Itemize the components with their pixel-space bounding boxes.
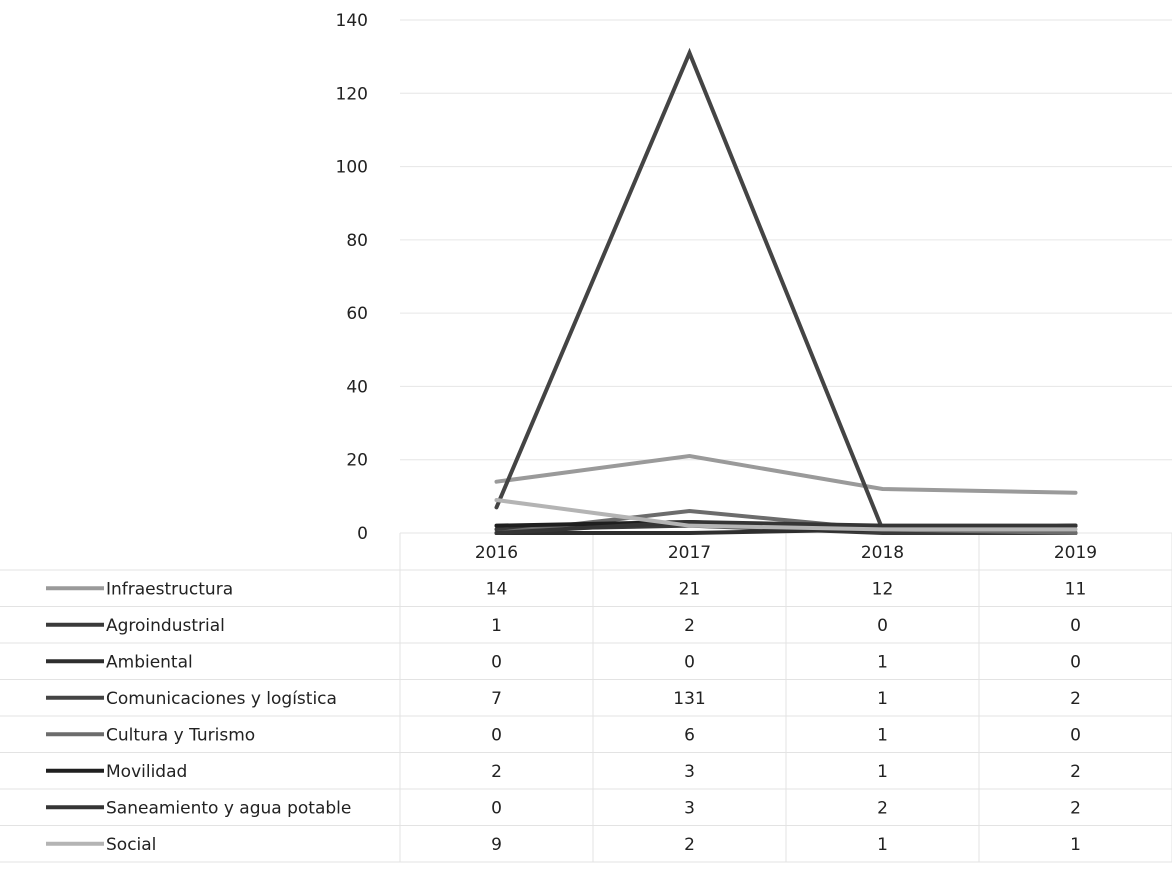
table-cell-value: 1 — [877, 725, 888, 745]
table-cell-value: 0 — [1070, 652, 1081, 672]
table-cell-value: 131 — [673, 689, 705, 709]
series-line — [494, 520, 1078, 535]
table-row: Ambiental 0 0 1 0 — [46, 652, 1081, 672]
y-tick-label: 20 — [346, 451, 368, 471]
x-axis-ticks: 2016 2017 2018 2019 — [475, 543, 1097, 563]
y-axis-ticks: 0 20 40 60 80 100 120 140 — [336, 11, 368, 544]
table-cell-value: 2 — [1070, 689, 1081, 709]
x-tick-label: 2018 — [861, 543, 904, 563]
x-tick-label: 2017 — [668, 543, 711, 563]
table-cell-value: 2 — [1070, 762, 1081, 782]
table-cell-value: 3 — [684, 762, 695, 782]
table-row: Saneamiento y agua potable 0 3 2 2 — [46, 798, 1081, 818]
table-cell-value: 9 — [491, 835, 502, 855]
y-tick-label: 120 — [336, 84, 368, 104]
table-cell-value: 0 — [1070, 616, 1081, 636]
table-row: Cultura y Turismo 0 6 1 0 — [46, 725, 1081, 745]
table-cell-value: 1 — [877, 835, 888, 855]
table-cell-value: 21 — [679, 579, 701, 599]
table-row: Infraestructura 14 21 12 11 — [46, 579, 1086, 599]
table-cell-value: 3 — [684, 798, 695, 818]
table-cell-value: 6 — [684, 725, 695, 745]
y-tick-label: 140 — [336, 11, 368, 31]
series-line — [494, 454, 1078, 495]
table-cell-value: 2 — [1070, 798, 1081, 818]
table-row: Agroindustrial 1 2 0 0 — [46, 616, 1081, 636]
series-label: Movilidad — [106, 762, 187, 782]
series-label: Social — [106, 835, 156, 855]
table-row: Movilidad 2 3 1 2 — [46, 762, 1081, 782]
series-label: Agroindustrial — [106, 616, 225, 636]
table-cell-value: 1 — [877, 652, 888, 672]
table-cell-value: 2 — [877, 798, 888, 818]
table-cell-value: 0 — [491, 798, 502, 818]
y-tick-label: 100 — [336, 158, 368, 178]
y-tick-label: 80 — [346, 231, 368, 251]
table-row: Comunicaciones y logística 7 131 1 2 — [46, 689, 1081, 709]
series-label: Saneamiento y agua potable — [106, 798, 351, 818]
table-row: Social 9 2 1 1 — [46, 835, 1081, 855]
x-tick-label: 2019 — [1054, 543, 1097, 563]
table-cell-value: 11 — [1065, 579, 1087, 599]
table-cell-value: 1 — [491, 616, 502, 636]
table-cell-value: 0 — [877, 616, 888, 636]
series-label: Cultura y Turismo — [106, 725, 255, 745]
table-cell-value: 2 — [491, 762, 502, 782]
y-tick-label: 40 — [346, 377, 368, 397]
table-cell-value: 0 — [1070, 725, 1081, 745]
table-cell-value: 1 — [1070, 835, 1081, 855]
table-cell-value: 12 — [872, 579, 894, 599]
table-cell-value: 0 — [491, 725, 502, 745]
series-line — [494, 498, 1078, 532]
table-cell-value: 0 — [491, 652, 502, 672]
table-cell-value: 14 — [486, 579, 508, 599]
series-lines — [494, 47, 1078, 535]
table-cell-value: 2 — [684, 616, 695, 636]
series-label: Ambiental — [106, 652, 193, 672]
table-cell-value: 1 — [877, 689, 888, 709]
table-cell-value: 7 — [491, 689, 502, 709]
table-cell-value: 1 — [877, 762, 888, 782]
series-label: Comunicaciones y logística — [106, 689, 337, 709]
y-tick-label: 60 — [346, 304, 368, 324]
y-tick-label: 0 — [357, 524, 368, 544]
x-tick-label: 2016 — [475, 543, 518, 563]
series-label: Infraestructura — [106, 579, 233, 599]
series-line — [494, 47, 1078, 532]
table-cell-value: 2 — [684, 835, 695, 855]
gridlines — [400, 19, 1172, 534]
table-cell-value: 0 — [684, 652, 695, 672]
